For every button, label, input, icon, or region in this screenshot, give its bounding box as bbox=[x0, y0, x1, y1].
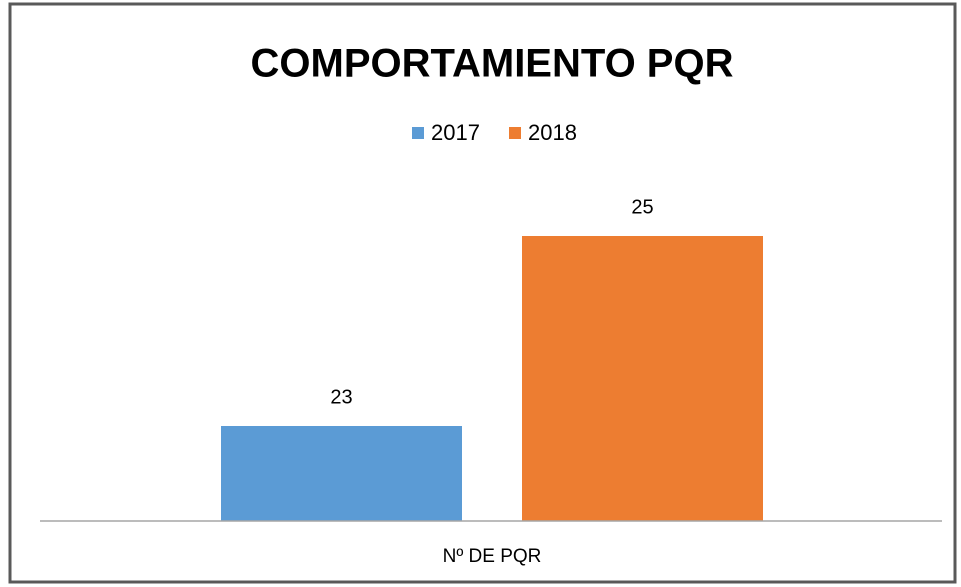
bar bbox=[221, 426, 462, 521]
bar bbox=[522, 236, 763, 521]
legend-swatch bbox=[509, 127, 521, 139]
x-tick-label: Nº DE PQR bbox=[443, 546, 542, 567]
legend-label: 2018 bbox=[528, 120, 577, 145]
data-label: 23 bbox=[330, 386, 352, 408]
chart-title: COMPORTAMIENTO PQR bbox=[251, 42, 734, 86]
data-label: 25 bbox=[631, 196, 653, 218]
chart-frame bbox=[8, 2, 957, 584]
legend-label: 2017 bbox=[431, 120, 480, 145]
legend-swatch bbox=[412, 127, 424, 139]
